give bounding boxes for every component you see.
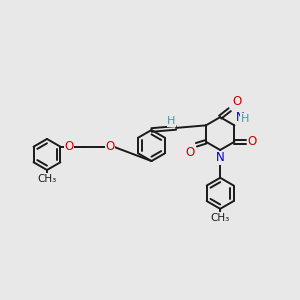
Text: O: O — [185, 146, 194, 159]
Text: H: H — [241, 114, 249, 124]
Text: N: N — [216, 152, 224, 164]
Text: O: O — [232, 95, 242, 108]
Text: N: N — [236, 111, 244, 124]
Text: CH₃: CH₃ — [211, 213, 230, 223]
Text: O: O — [105, 140, 115, 153]
Text: CH₃: CH₃ — [38, 174, 57, 184]
Text: H: H — [167, 116, 176, 126]
Text: O: O — [64, 140, 74, 153]
Text: O: O — [248, 135, 257, 148]
